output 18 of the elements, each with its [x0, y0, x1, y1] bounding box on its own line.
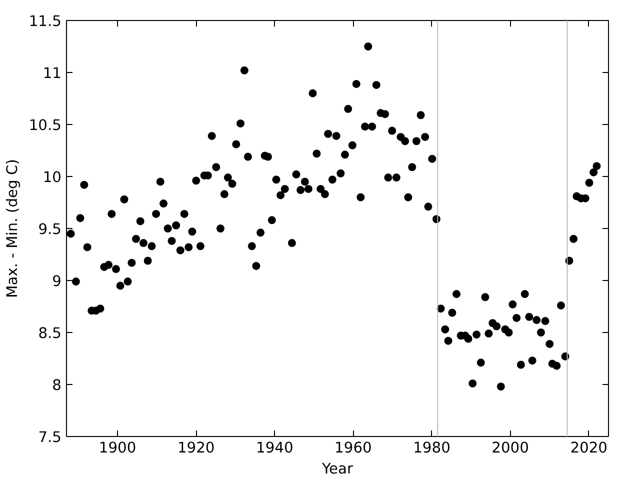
y-tick-label: 11 [42, 65, 62, 82]
y-tick-label: 8 [52, 377, 62, 394]
x-axis-title: Year [320, 460, 354, 478]
x-tick-label: 1960 [334, 440, 372, 456]
y-axis-title: Max. - Min. (deg C) [4, 159, 21, 298]
y-tick-label: 7.5 [38, 429, 62, 446]
x-tick-label: 1920 [177, 440, 215, 456]
y-tick-label: 9.5 [38, 221, 62, 238]
y-tick-label: 8.5 [38, 325, 62, 342]
y-tick-label: 9 [52, 273, 62, 290]
x-tick-label: 1900 [98, 440, 136, 456]
x-tick-label: 1980 [413, 440, 450, 456]
x-tick-label: 2000 [492, 440, 529, 456]
y-tick-label: 10 [42, 169, 62, 186]
y-tick-label: 11.5 [28, 13, 62, 30]
y-tick-label: 10.5 [28, 117, 62, 134]
x-tick-label: 1940 [256, 440, 294, 456]
x-tick-label: 2020 [570, 440, 608, 456]
